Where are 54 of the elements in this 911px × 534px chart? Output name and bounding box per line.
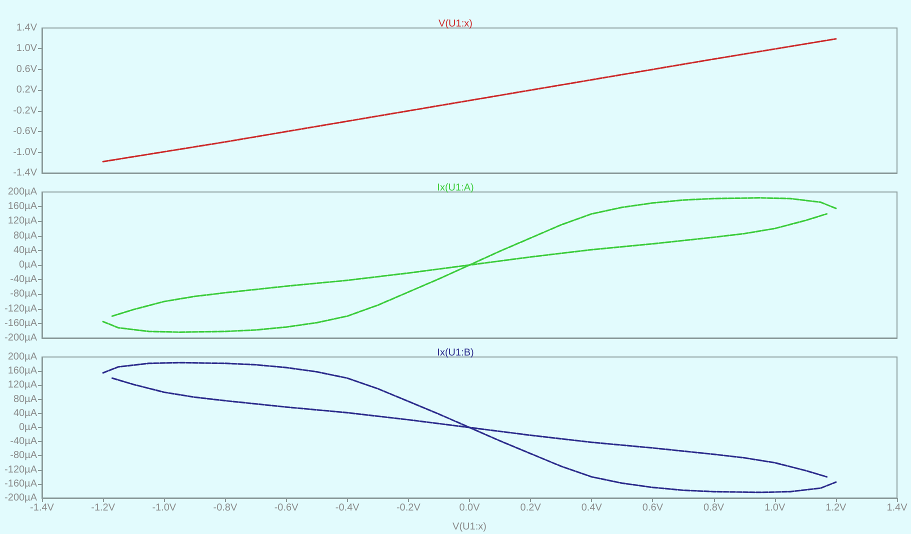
x-tick-label: 0.4V <box>581 502 602 514</box>
y-tick-label: 1.0V <box>16 43 38 54</box>
y-tick-label: 80µA <box>13 394 38 405</box>
y-tick-label: -40µA <box>10 274 38 286</box>
y-tick-label: -200µA <box>4 492 38 504</box>
y-tick-label: -200µA <box>4 332 38 344</box>
line-series <box>102 197 837 333</box>
y-tick-label: -80µA <box>10 450 38 462</box>
y-tick-label: -80µA <box>10 288 38 300</box>
y-tick-label: 0µA <box>19 260 38 270</box>
x-tick-label: -1.0V <box>152 502 176 514</box>
y-tick-label: 160µA <box>8 201 38 212</box>
line-series <box>111 213 828 317</box>
x-tick-label: -0.6V <box>274 502 299 514</box>
x-tick-label: 0.2V <box>520 502 542 514</box>
y-tick-label: 160µA <box>8 366 38 377</box>
line-series <box>102 38 837 162</box>
x-tick-label: -0.2V <box>396 502 421 514</box>
line-series <box>111 377 828 478</box>
x-tick-label: 0.6V <box>642 502 664 514</box>
x-tick-label: -0.4V <box>335 502 360 514</box>
y-tick-label: 200µA <box>8 352 38 362</box>
x-tick-label: 1.0V <box>764 502 786 514</box>
x-tick-label: -0.8V <box>213 502 238 514</box>
y-tick-label: -160µA <box>4 478 38 490</box>
line-series <box>102 362 837 494</box>
x-tick-label: 0.0V <box>459 502 480 514</box>
y-tick-label: -0.6V <box>13 126 38 138</box>
y-tick-label: 40µA <box>13 244 38 256</box>
chart-title: Ix(U1:B) <box>437 348 474 358</box>
chart-title: V(U1:x) <box>438 18 472 30</box>
y-tick-label: 120µA <box>8 380 38 391</box>
y-tick-label: 0.6V <box>16 64 38 75</box>
y-tick-label: -0.2V <box>13 105 38 116</box>
x-tick-label: 1.2V <box>826 502 847 514</box>
y-tick-label: -120µA <box>4 303 38 314</box>
y-tick-label: -160µA <box>4 318 38 329</box>
y-tick-label: 40µA <box>13 408 38 419</box>
y-tick-label: 1.4V <box>16 22 38 34</box>
x-tick-label: 1.4V <box>886 502 908 514</box>
y-tick-label: 200µA <box>8 186 38 198</box>
chart-title: Ix(U1:A) <box>437 182 474 194</box>
y-tick-label: -1.4V <box>13 168 38 178</box>
y-tick-label: -40µA <box>10 436 38 448</box>
y-tick-label: 80µA <box>13 230 38 242</box>
y-tick-label: 0.2V <box>16 84 38 96</box>
x-tick-label: -1.4V <box>30 502 54 514</box>
x-tick-label: 0.8V <box>703 502 724 514</box>
x-tick-label: -1.2V <box>91 502 116 514</box>
y-tick-label: -120µA <box>4 464 38 476</box>
y-tick-label: -1.0V <box>13 146 38 158</box>
x-axis-title: V(U1:x) <box>452 522 486 532</box>
y-tick-label: 0µA <box>19 422 38 433</box>
y-tick-label: 120µA <box>8 216 38 227</box>
